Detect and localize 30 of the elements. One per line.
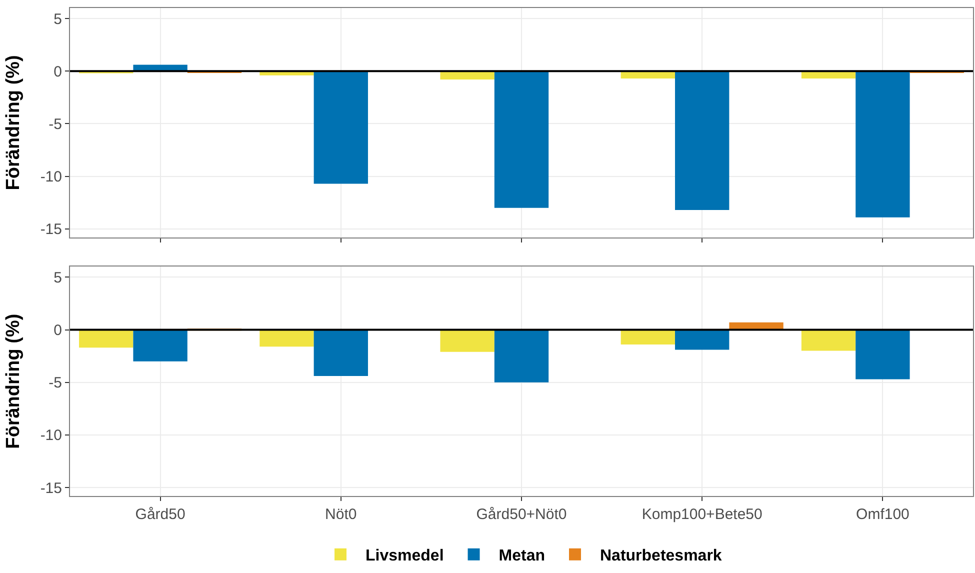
y-tick-label: -5 <box>48 374 62 392</box>
legend-label: Livsmedel <box>366 548 444 565</box>
y-tick-label: -5 <box>48 116 62 133</box>
bar <box>314 330 368 376</box>
y-tick-label: -15 <box>40 480 62 497</box>
y-tick-label: 0 <box>54 63 62 80</box>
legend-label: Metan <box>498 548 545 565</box>
bar <box>133 330 188 362</box>
x-tick-label: Gård50 <box>135 506 186 523</box>
bar <box>494 330 549 382</box>
y-tick-label: 5 <box>54 269 62 286</box>
legend-label: Naturbetesmark <box>600 548 722 565</box>
y-tick-label: 5 <box>54 10 62 28</box>
bar <box>260 330 314 347</box>
bar <box>440 330 494 352</box>
y-axis-title: Förändring (%) <box>3 55 24 190</box>
y-tick-label: -15 <box>40 221 62 238</box>
y-axis-title: Förändring (%) <box>3 314 24 449</box>
x-tick-label: Gård50+Nöt0 <box>476 506 567 523</box>
y-tick-label: -10 <box>40 168 62 186</box>
x-tick-label: Nöt0 <box>325 506 357 523</box>
bar <box>79 330 134 348</box>
x-tick-label: Omf100 <box>856 506 910 523</box>
bar <box>801 330 856 351</box>
y-tick-label: 0 <box>54 322 62 340</box>
bar <box>675 330 730 350</box>
y-tick-label: -10 <box>40 427 62 444</box>
bar <box>856 330 910 380</box>
x-tick-label: Komp100+Bete50 <box>642 506 762 523</box>
bar <box>620 330 676 344</box>
